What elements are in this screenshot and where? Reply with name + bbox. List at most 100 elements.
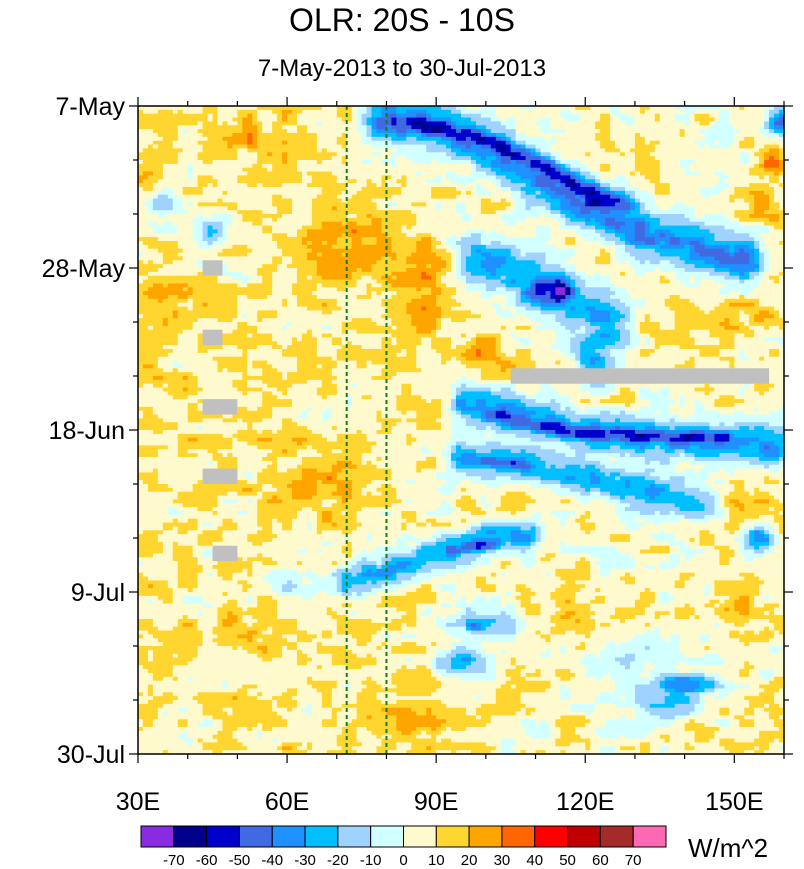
field-cell (769, 649, 780, 655)
field-cell (600, 241, 616, 246)
field-cell (515, 244, 557, 250)
field-cell (461, 607, 467, 612)
field-cell (138, 399, 199, 404)
field-cell (600, 568, 611, 574)
field-cell (674, 534, 701, 539)
field-cell (560, 225, 581, 231)
field-cell (321, 518, 333, 524)
field-cell (162, 642, 204, 647)
field-cell (197, 140, 229, 146)
field-cell (774, 125, 785, 130)
field-cell (595, 183, 601, 188)
field-cell (634, 657, 725, 663)
field-cell (754, 522, 770, 528)
field-cell (634, 268, 656, 273)
field-cell (515, 302, 532, 308)
field-cell (515, 433, 547, 439)
field-cell (282, 646, 288, 651)
field-cell (694, 117, 716, 123)
field-cell (456, 553, 462, 558)
field-cell (485, 133, 497, 138)
field-cell (500, 217, 527, 223)
field-cell (749, 206, 755, 211)
field-cell (138, 322, 164, 327)
field-cell (595, 121, 611, 126)
field-cell (341, 584, 353, 589)
field-cell (615, 607, 646, 612)
field-cell (495, 572, 502, 578)
field-cell (207, 302, 238, 308)
field-cell (172, 310, 179, 315)
field-cell (157, 468, 219, 474)
field-cell (436, 175, 442, 180)
field-cell (679, 433, 686, 439)
field-cell (461, 391, 492, 396)
field-cell (436, 642, 452, 647)
field-cell (615, 190, 626, 196)
field-cell (585, 337, 621, 342)
field-cell (441, 673, 497, 678)
field-cell (620, 387, 631, 393)
field-cell (759, 244, 765, 250)
field-cell (331, 325, 343, 331)
field-cell (669, 241, 681, 246)
field-cell (316, 688, 333, 693)
field-cell (480, 526, 522, 531)
field-cell (138, 233, 194, 238)
field-cell (749, 603, 755, 609)
field-cell (654, 241, 661, 246)
field-cell (525, 565, 532, 570)
field-cell (252, 476, 258, 481)
field-cell (212, 457, 238, 462)
field-cell (451, 414, 462, 420)
field-cell (247, 283, 273, 288)
field-cell (177, 584, 199, 589)
field-cell (416, 518, 427, 524)
field-cell (575, 592, 641, 597)
field-cell (217, 179, 238, 184)
field-cell (187, 175, 194, 180)
field-cell (465, 260, 482, 265)
field-cell (759, 125, 765, 130)
field-cell (366, 291, 373, 296)
field-cell (162, 163, 189, 169)
field-cell (485, 649, 502, 655)
field-cell (252, 599, 258, 605)
field-cell (495, 584, 517, 589)
field-cell (232, 329, 258, 335)
field-cell (600, 248, 606, 254)
field-cell (595, 306, 616, 312)
field-cell (416, 588, 432, 593)
field-cell (654, 484, 671, 489)
field-cell (346, 179, 358, 184)
field-cell (247, 360, 253, 366)
field-cell (451, 422, 467, 427)
field-cell (719, 117, 730, 123)
field-cell (774, 121, 785, 126)
field-cell (297, 275, 308, 281)
field-cell (331, 333, 393, 339)
field-cell (764, 221, 785, 227)
field-cell (396, 156, 407, 161)
field-cell (605, 217, 616, 223)
field-cell (262, 526, 273, 531)
field-cell (654, 511, 661, 516)
field-cell (306, 680, 338, 686)
field-cell (550, 595, 576, 601)
field-cell (316, 526, 358, 531)
field-cell (351, 553, 358, 558)
field-cell (262, 225, 273, 231)
field-cell (615, 113, 631, 119)
field-cell (580, 183, 596, 188)
field-cell (282, 160, 288, 165)
field-cell (774, 607, 785, 612)
field-cell (714, 538, 735, 543)
field-cell (257, 117, 278, 123)
field-cell (510, 422, 542, 427)
field-cell (510, 676, 527, 682)
field-cell (734, 187, 775, 192)
field-cell (620, 333, 631, 339)
field-cell (167, 214, 199, 219)
field-cell (515, 202, 527, 207)
field-cell (570, 202, 586, 207)
